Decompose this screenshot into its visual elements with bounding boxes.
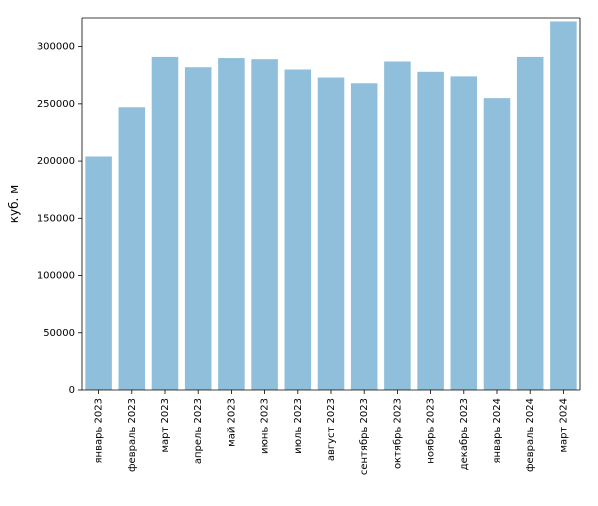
bar	[318, 78, 345, 390]
bar	[550, 21, 577, 390]
x-tick-label: апрель 2023	[193, 398, 204, 464]
bar-chart: 0 50000 100000 150000 200000 250000 300000 янва…	[0, 0, 598, 506]
x-tick-label: июль 2023	[293, 398, 304, 454]
x-tick-label: февраль 2023	[127, 398, 138, 472]
x-tick-label: ноябрь 2023	[426, 398, 437, 464]
x-tick-label: январь 2024	[492, 398, 503, 463]
y-axis-label: куб. м	[7, 185, 21, 223]
bar	[285, 70, 312, 390]
x-tick-label: сентябрь 2023	[359, 398, 370, 475]
bar	[218, 58, 245, 390]
bar	[119, 107, 146, 390]
bar	[185, 67, 212, 390]
x-tick-label: август 2023	[326, 398, 337, 461]
y-tick-label: 250000	[37, 99, 75, 110]
bar	[152, 57, 179, 390]
y-tick-label: 200000	[37, 156, 75, 167]
bar	[85, 156, 112, 390]
x-tick-label: октябрь 2023	[392, 398, 403, 469]
x-tick-label: декабрь 2023	[459, 398, 470, 470]
bar	[517, 57, 544, 390]
x-tick-label: январь 2023	[94, 398, 105, 463]
x-tick-label: май 2023	[226, 398, 237, 447]
bar	[451, 76, 478, 390]
x-tick-label: февраль 2024	[525, 398, 536, 472]
y-tick-label: 0	[69, 385, 75, 396]
x-tick-label: июнь 2023	[260, 398, 271, 454]
y-tick-label: 50000	[43, 328, 75, 339]
y-tick-label: 150000	[37, 213, 75, 224]
bar	[484, 98, 511, 390]
bar	[351, 83, 378, 390]
y-tick-label: 100000	[37, 271, 75, 282]
bar	[417, 72, 444, 390]
bar	[251, 59, 278, 390]
y-tick-label: 300000	[37, 42, 75, 53]
x-tick-label: март 2023	[160, 398, 171, 452]
bar	[384, 61, 411, 390]
x-tick-label: март 2024	[558, 398, 569, 452]
